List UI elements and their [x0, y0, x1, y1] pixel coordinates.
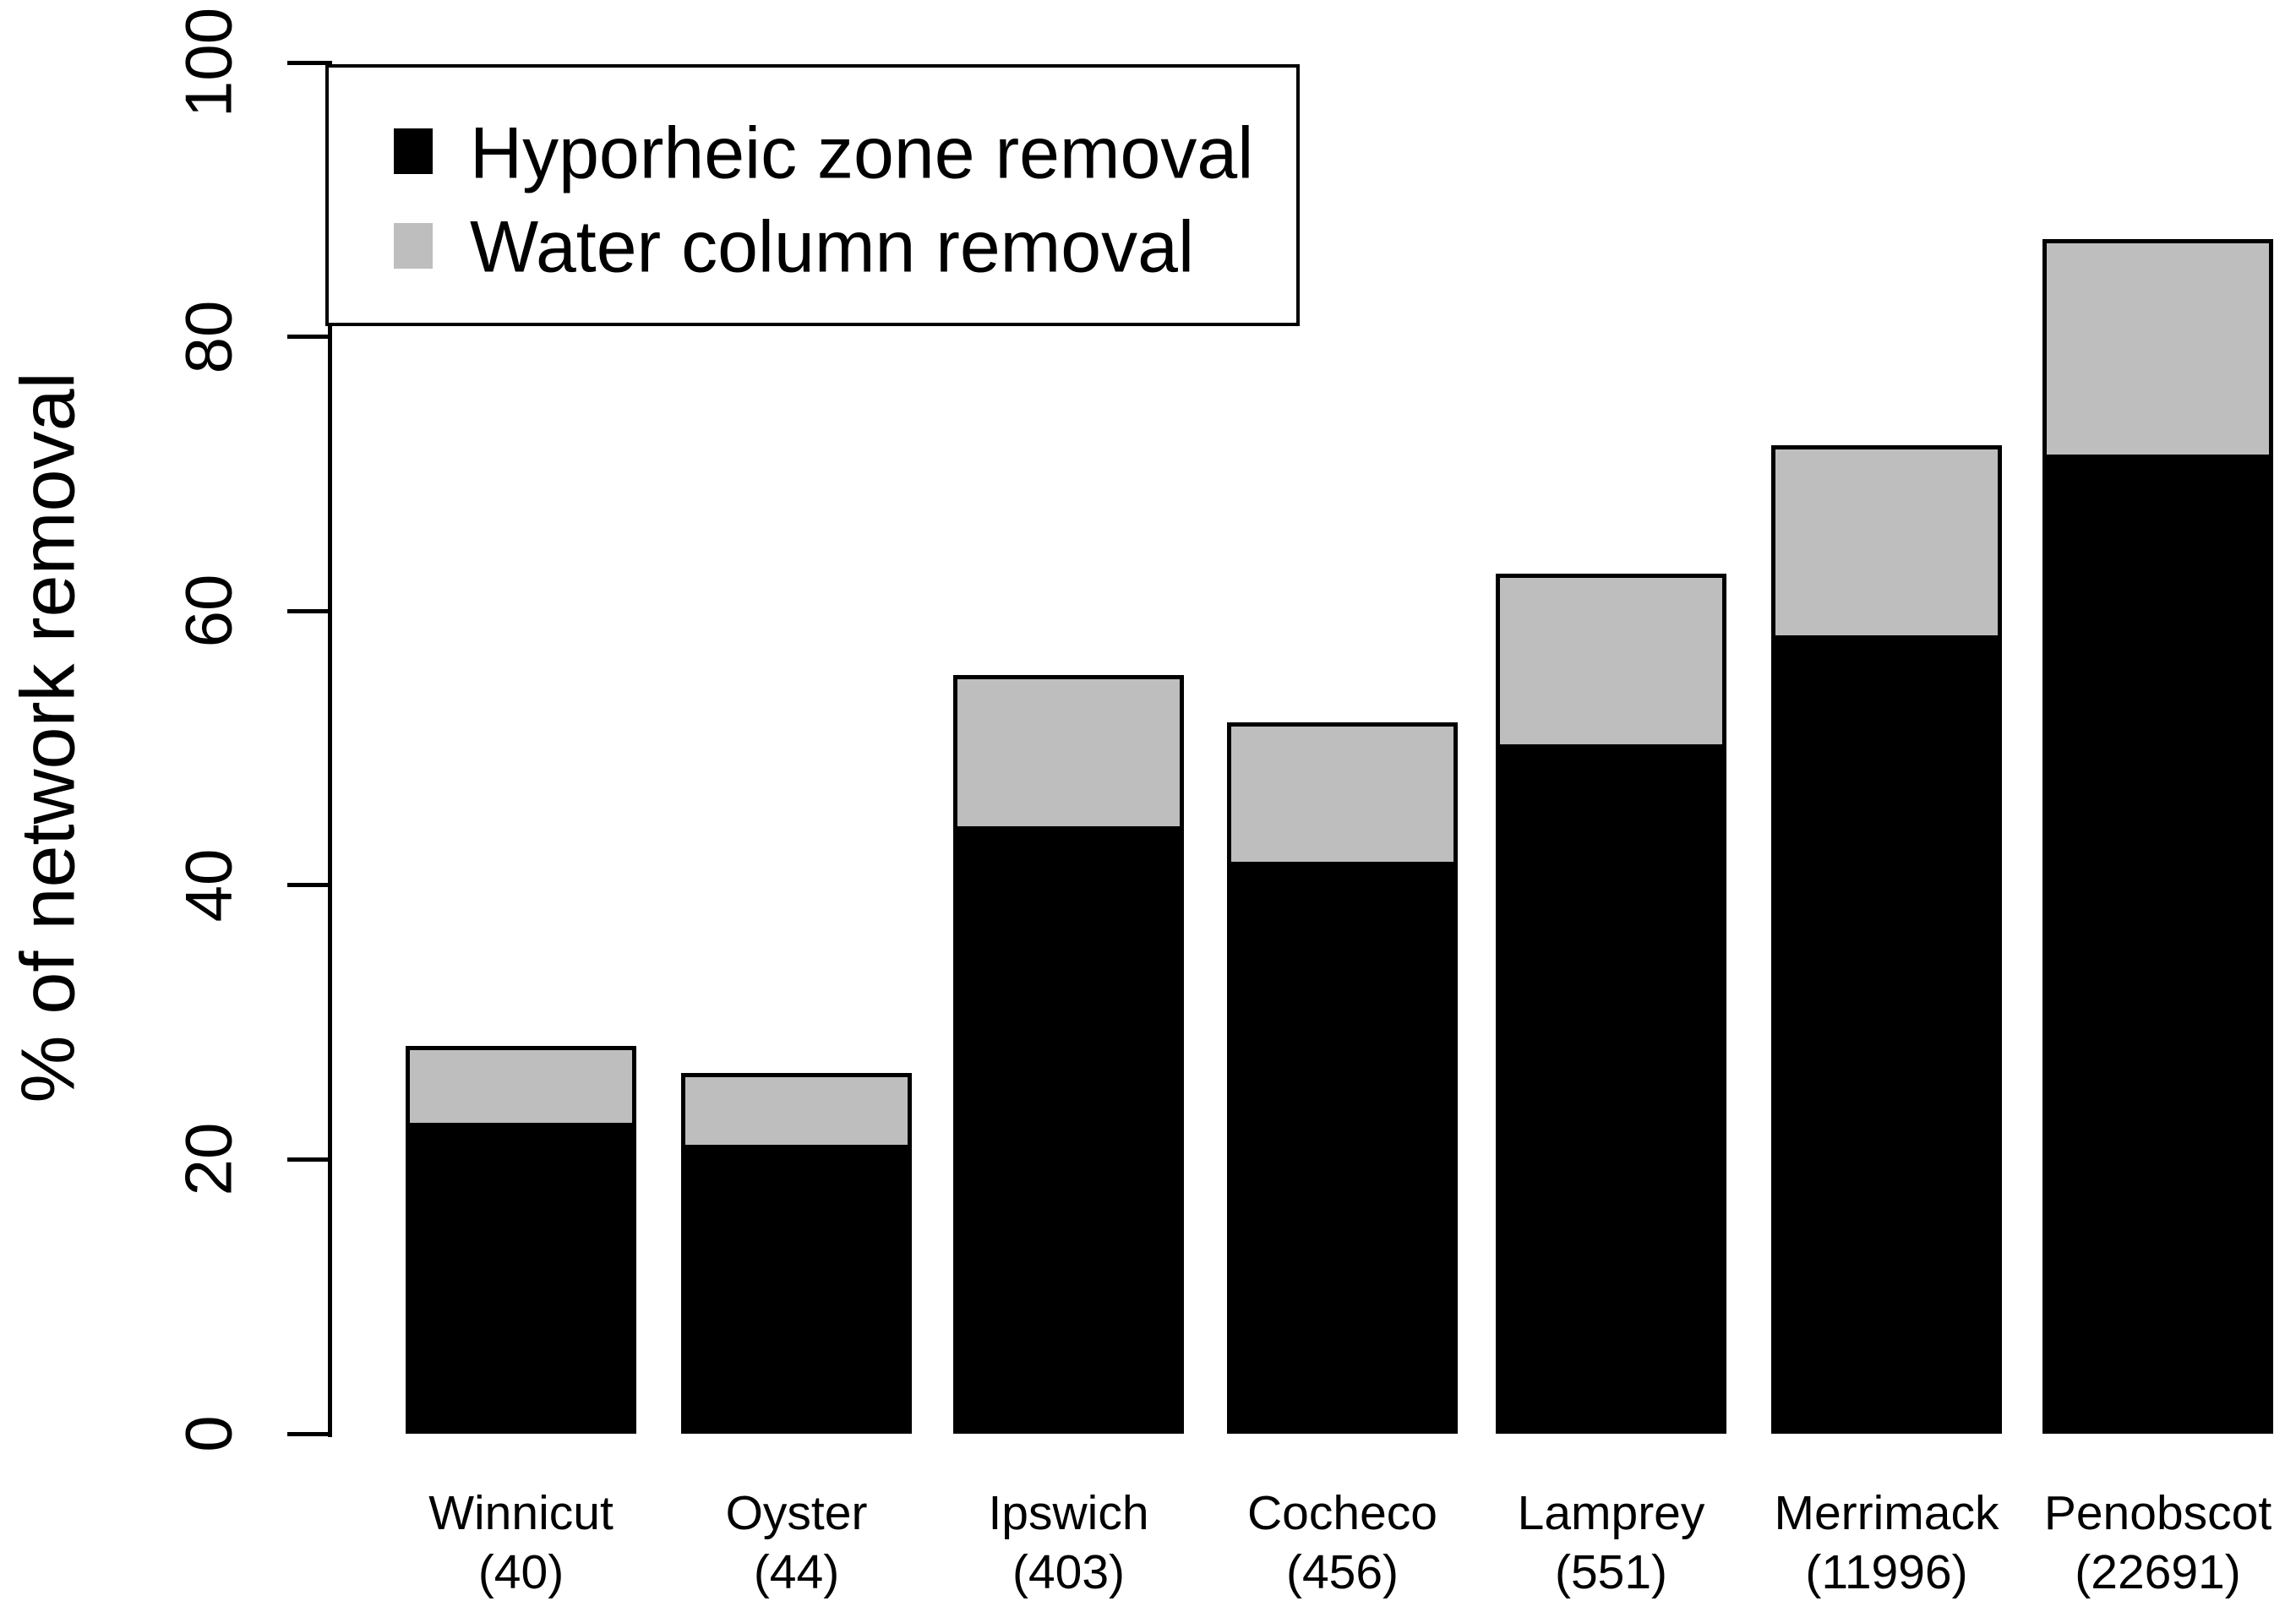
category-label-winnicut: Winnicut: [428, 1486, 614, 1540]
category-label-lamprey: Lamprey: [1517, 1486, 1705, 1540]
y-axis-tick: [287, 883, 330, 888]
category-label-merrimack: Merrimack: [1774, 1486, 1999, 1540]
y-tick-label: 20: [171, 1123, 246, 1196]
bar-segment-water-column: [2047, 243, 2269, 460]
bar-merrimack: [1771, 444, 2002, 1434]
bar-winnicut: [406, 1045, 636, 1434]
y-axis-tick: [287, 335, 330, 340]
y-tick-label: 40: [171, 848, 246, 923]
y-tick-label: 0: [171, 1415, 246, 1452]
bar-segment-water-column: [685, 1077, 908, 1149]
legend-label-water-column-removal: Water column removal: [470, 206, 1195, 288]
bar-segment-water-column: [1775, 449, 1998, 640]
bar-segment-water-column: [1500, 578, 1722, 749]
legend-label-hyporheic-zone-removal: Hyporheic zone removal: [470, 112, 1254, 194]
y-tick-label: 100: [171, 7, 246, 118]
legend: Hyporheic zone removal Water column remo…: [325, 64, 1300, 326]
category-label-penobscot: Penobscot: [2043, 1486, 2272, 1540]
bar-cocheco: [1227, 722, 1458, 1434]
category-count-ipswich: (403): [1012, 1545, 1126, 1599]
y-axis-tick: [287, 1157, 330, 1162]
category-count-oyster: (44): [753, 1545, 840, 1599]
bar-segment-water-column: [410, 1049, 632, 1127]
category-count-penobscot: (22691): [2075, 1545, 2241, 1599]
y-axis-tick: [287, 608, 330, 613]
category-label-oyster: Oyster: [725, 1486, 868, 1540]
legend-swatch-hyporheic-zone-removal: [394, 128, 433, 174]
bar-penobscot: [2042, 239, 2273, 1434]
category-label-ipswich: Ipswich: [988, 1486, 1149, 1540]
bar-lamprey: [1496, 574, 1726, 1434]
category-count-merrimack: (11996): [1805, 1545, 1968, 1599]
y-tick-label: 80: [171, 300, 246, 373]
bar-segment-water-column: [1231, 726, 1453, 867]
y-axis-line: [328, 61, 332, 1437]
category-count-winnicut: (40): [477, 1545, 564, 1599]
y-axis-tick: [287, 1431, 330, 1436]
category-label-cocheco: Cocheco: [1247, 1486, 1437, 1540]
category-count-lamprey: (551): [1554, 1545, 1668, 1599]
category-count-cocheco: (456): [1285, 1545, 1399, 1599]
legend-swatch-water-column-removal: [394, 223, 433, 269]
y-tick-label: 60: [171, 574, 246, 648]
bar-ipswich: [953, 675, 1184, 1434]
y-axis-tick: [287, 60, 330, 65]
bar-segment-water-column: [957, 679, 1180, 830]
bar-oyster: [681, 1073, 912, 1434]
